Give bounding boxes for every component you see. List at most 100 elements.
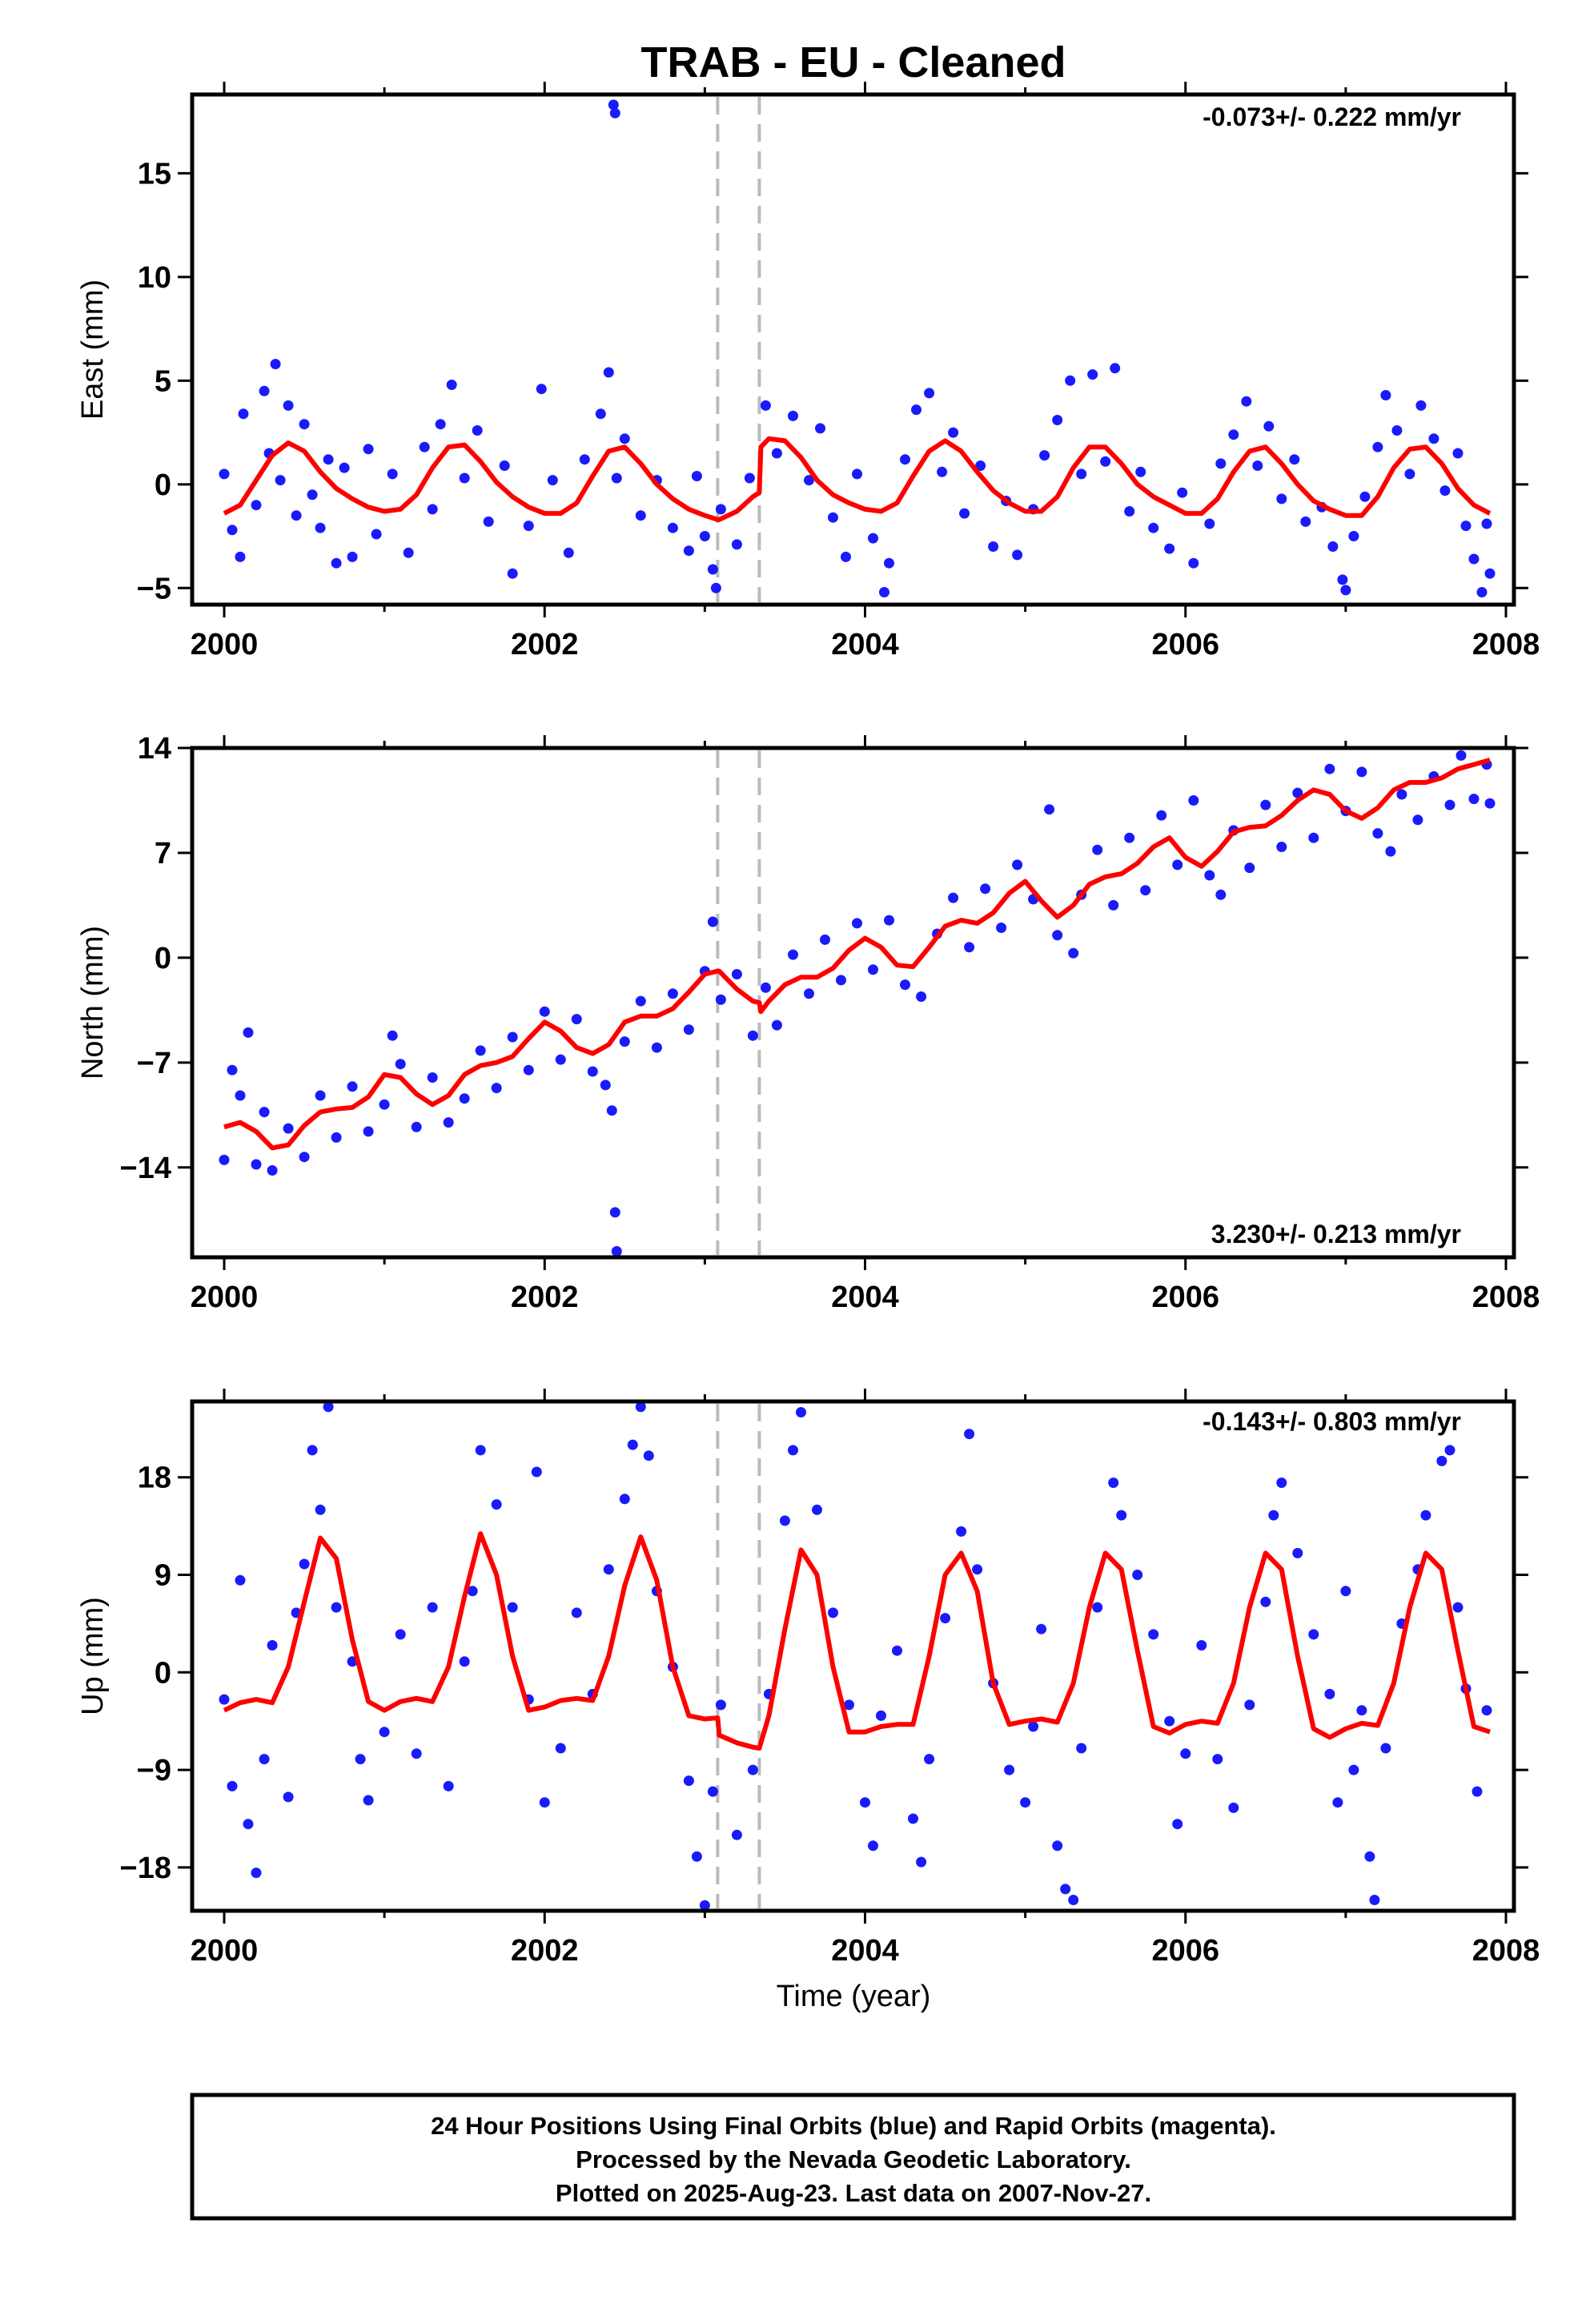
north-data-point [1455,750,1467,761]
east-data-point [283,400,294,411]
east-data-point [227,525,238,536]
up-data-point [1452,1602,1464,1613]
up-y-tick-label: −18 [120,1852,171,1885]
up-data-point [876,1710,886,1721]
east-data-point [828,512,838,523]
east-data-point [1100,456,1111,467]
up-plot-frame [190,1399,1516,1913]
north-data-point [379,1099,390,1110]
north-data-point [852,918,862,929]
up-data-point [643,1450,654,1462]
up-data-point [299,1558,310,1570]
up-data-point [379,1727,390,1738]
north-data-point [804,988,814,999]
east-data-point [683,545,694,557]
east-y-tick-label: −5 [137,572,171,605]
north-data-point [1356,766,1367,778]
up-data-point [1364,1851,1375,1862]
north-x-tick-label: 2000 [191,1281,259,1314]
east-data-point [879,587,889,597]
east-data-point [363,444,374,455]
footer-line-3: Plotted on 2025-Aug-23. Last data on 200… [556,2179,1151,2207]
up-data-point [1332,1797,1343,1808]
east-data-point [619,433,630,444]
east-data-point [635,510,646,521]
up-y-tick-label: 9 [155,1559,171,1593]
north-data-point [747,1030,758,1041]
north-data-point [443,1117,454,1128]
up-data-point [395,1629,406,1640]
up-data-point [531,1466,542,1478]
north-data-point [1260,799,1271,810]
north-data-point [980,883,991,895]
x-axis-label: Time (year) [777,1980,931,2013]
east-data-point [595,408,606,420]
east-data-point [608,99,619,111]
up-data-point [972,1564,983,1575]
footer-line-2: Processed by the Nevada Geodetic Laborat… [576,2145,1131,2173]
east-data-point [959,508,970,519]
east-data-point [339,462,350,473]
up-data-point [1060,1884,1071,1895]
east-data-point [1452,448,1464,459]
north-x-tick-label: 2002 [511,1281,579,1314]
east-data-point [1052,415,1063,425]
up-x-tick-label: 2002 [511,1934,579,1968]
east-data-point [1087,369,1098,380]
north-data-point [1244,862,1255,874]
up-data-point [1108,1478,1119,1488]
east-data-point [1076,468,1087,480]
north-data-point [1052,930,1063,941]
up-data-point [235,1574,246,1586]
east-data-point [307,489,318,501]
north-data-point [1276,842,1287,852]
north-data-point [299,1152,310,1163]
north-data-point [459,1093,470,1104]
up-data-point [828,1607,838,1618]
north-data-point [760,982,771,993]
north-data-point [667,988,678,999]
north-data-point [507,1031,518,1043]
north-data-point [283,1123,294,1134]
north-data-point [587,1066,598,1077]
north-data-point [1140,885,1151,896]
east-data-point [387,468,398,480]
up-panel: 2000 2002 2004 2006 2008 −18 −9 0 9 18 Up (mm) -0.1… [76,1389,1540,1968]
east-data-point [900,454,910,465]
up-data-point [355,1754,366,1765]
up-data-point [1244,1699,1255,1711]
north-data-point [539,1006,550,1017]
north-data-point [1385,846,1396,857]
footer-line-1: 24 Hour Positions Using Final Orbits (bl… [431,2112,1276,2140]
north-data-point [1124,832,1135,843]
north-data-point [235,1090,246,1101]
up-data-point [1292,1547,1303,1558]
east-data-point [323,454,334,465]
north-y-axis-label: North (mm) [76,926,110,1080]
north-data-point [475,1045,486,1056]
north-data-point [836,975,846,986]
east-rate-label: -0.073+/- 0.222 mm/yr [1203,103,1461,131]
east-data-point [667,522,678,533]
up-data-point [1276,1478,1287,1488]
up-data-point [683,1775,694,1787]
east-data-point [788,410,798,421]
north-data-point [1484,798,1496,809]
up-data-point [555,1743,566,1754]
north-x-tick-label: 2006 [1151,1281,1219,1314]
north-data-point [1172,859,1183,870]
north-data-point [1012,859,1023,870]
east-data-point [523,521,534,532]
east-data-point [235,551,246,562]
up-data-point [796,1407,806,1417]
north-panel: 2000 2002 2004 2006 2008 −14 −7 0 7 14 North (mm) 3… [76,732,1540,1314]
up-data-point [635,1401,646,1413]
east-data-point [911,404,921,416]
east-data-point [1428,433,1439,444]
east-data-point [536,384,547,395]
up-data-point [1212,1754,1223,1765]
north-data-point [331,1132,342,1143]
north-data-point [683,1024,694,1035]
up-data-point [1308,1629,1319,1640]
east-data-point [975,460,986,471]
